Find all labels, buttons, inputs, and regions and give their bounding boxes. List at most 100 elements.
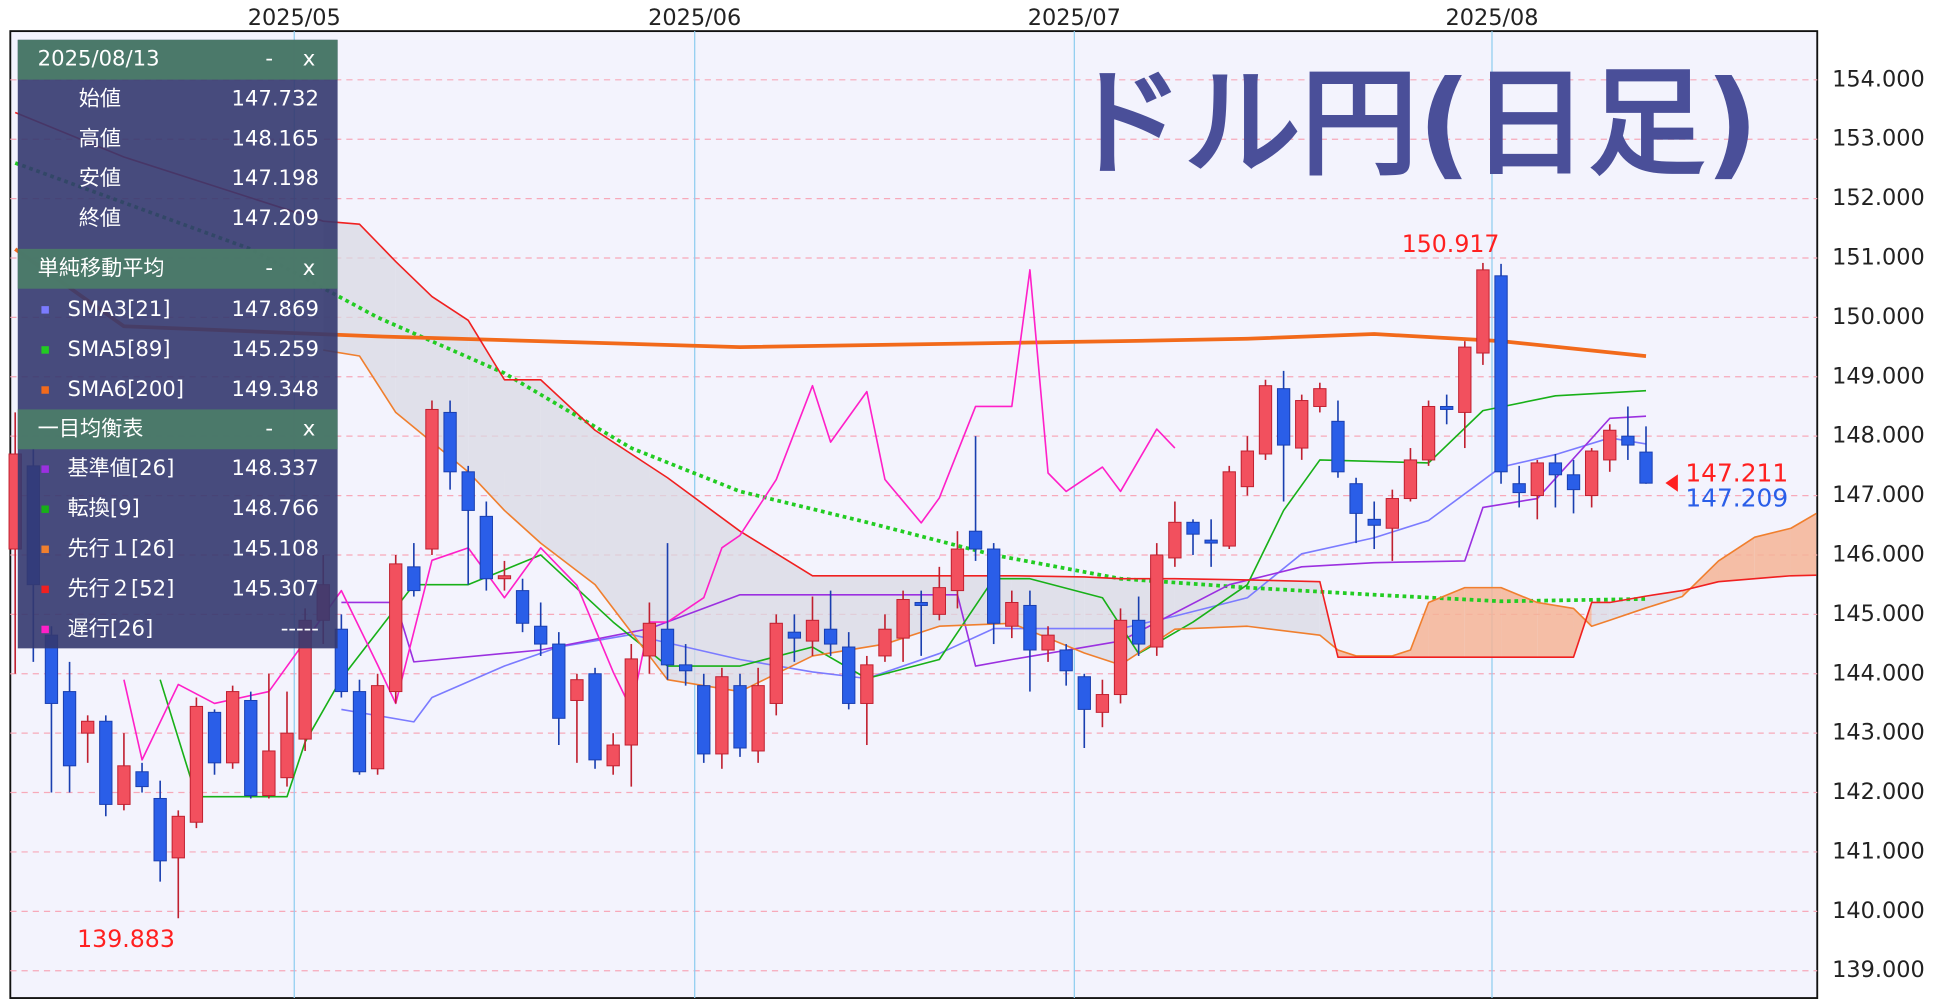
ohlc-value: 147.209 xyxy=(231,205,318,230)
candle-body xyxy=(660,628,675,666)
candle-body xyxy=(225,691,240,764)
cloud-segment xyxy=(939,575,1012,627)
cloud-segment xyxy=(1718,537,1755,582)
minimize-button[interactable]: - xyxy=(265,46,273,71)
close-button[interactable]: x xyxy=(303,415,316,440)
legend-value: 148.766 xyxy=(231,495,318,520)
candle-body xyxy=(1023,604,1037,651)
legend-swatch xyxy=(41,585,49,594)
cloud-segment xyxy=(595,430,650,656)
candle-body xyxy=(334,628,349,693)
candle-body xyxy=(842,646,856,704)
legend-name: SMA3[21] xyxy=(68,296,171,321)
y-tick-label: 154.000 xyxy=(1832,66,1925,92)
panel-background xyxy=(17,39,338,649)
candle-body xyxy=(1113,619,1128,696)
legend-swatch xyxy=(41,306,49,314)
ohlc-value: 148.165 xyxy=(231,125,318,150)
candle-body xyxy=(1349,483,1363,514)
legend-swatch xyxy=(41,545,49,554)
legend-swatch xyxy=(41,465,49,473)
minimize-button[interactable]: - xyxy=(265,255,273,280)
panel-header xyxy=(17,409,338,450)
candle-body xyxy=(624,658,638,746)
close-button[interactable]: x xyxy=(303,46,316,71)
y-tick-label: 145.000 xyxy=(1832,601,1925,627)
candle-body xyxy=(1276,388,1291,446)
legend-name: SMA5[89] xyxy=(68,336,171,361)
cloud-segment xyxy=(667,477,741,692)
cloud-segment xyxy=(1247,579,1320,636)
candle-body xyxy=(678,664,693,672)
price-marker xyxy=(1665,474,1678,492)
legend-value: 145.307 xyxy=(231,575,318,600)
candle-body xyxy=(715,676,729,755)
candle-body xyxy=(987,548,1001,624)
candle-body xyxy=(443,411,457,473)
legend-value: ----- xyxy=(281,615,319,640)
candle-body xyxy=(932,587,946,615)
x-tick-label: 2025/06 xyxy=(648,5,741,31)
candle-body xyxy=(135,771,149,788)
legend-value: 147.869 xyxy=(231,296,318,321)
panel-header xyxy=(17,39,338,80)
panel-header-title: 2025/08/13 xyxy=(38,46,160,71)
close-button[interactable]: x xyxy=(303,255,316,280)
y-tick-label: 143.000 xyxy=(1832,720,1925,746)
candle-body xyxy=(534,625,548,645)
legend-name: SMA6[200] xyxy=(68,376,184,401)
candle-body xyxy=(1639,451,1653,484)
candle-body xyxy=(189,705,204,823)
candle-body xyxy=(1041,634,1055,651)
candle-body xyxy=(99,720,113,805)
candle-body xyxy=(1530,462,1544,497)
candle-body xyxy=(352,691,367,773)
candle-body xyxy=(751,685,765,752)
candle-body xyxy=(1204,539,1218,544)
candle-body xyxy=(244,699,258,797)
minimize-button[interactable]: - xyxy=(265,415,273,440)
info-panel: 2025/08/13 - x 始値 147.732 高値 148.165 安値 147.198 終… xyxy=(17,39,338,649)
y-tick-label: 139.000 xyxy=(1832,957,1925,983)
legend-value: 145.108 xyxy=(231,535,318,560)
y-tick-label: 144.000 xyxy=(1832,660,1925,686)
chart-title: ドル円(日足) xyxy=(1067,55,1759,192)
ohlc-label: 終値 xyxy=(79,205,121,230)
panel-header-title: 単純移動平均 xyxy=(38,255,165,280)
candle-body xyxy=(1168,521,1182,559)
candle-body xyxy=(1421,405,1436,461)
y-tick-label: 152.000 xyxy=(1832,185,1925,211)
cloud-segment xyxy=(395,261,432,443)
price-label: 147.209 xyxy=(1685,483,1788,512)
candle-body xyxy=(1476,269,1490,354)
legend-swatch xyxy=(41,625,49,634)
candle-body xyxy=(1222,471,1236,547)
cloud-segment xyxy=(540,379,596,585)
cloud-segment xyxy=(1591,602,1610,627)
candle-body xyxy=(171,815,185,859)
indicator-line xyxy=(323,349,1817,693)
legend-name: 基準値[26] xyxy=(68,455,175,480)
indicator-line xyxy=(14,111,1817,658)
candle-body xyxy=(552,643,566,719)
legend-name: 転換[9] xyxy=(68,495,140,520)
candle-body xyxy=(1367,518,1381,526)
indicator-line xyxy=(123,269,1176,761)
candle-body xyxy=(425,408,439,550)
candle-body xyxy=(642,622,657,657)
candle-body xyxy=(1005,601,1019,627)
candle-body xyxy=(1403,459,1418,500)
candle-body xyxy=(606,744,620,767)
grid-layer xyxy=(10,31,1818,999)
x-tick-label: 2025/05 xyxy=(248,5,341,31)
candle-body xyxy=(570,679,584,701)
indicator-line xyxy=(159,389,1647,798)
high-label: 150.917 xyxy=(1402,230,1500,258)
candle-body xyxy=(769,622,783,704)
legend-value: 149.348 xyxy=(231,376,318,401)
candle-body xyxy=(914,601,928,606)
cloud-segment xyxy=(1537,602,1574,658)
candle-body xyxy=(1095,694,1110,713)
